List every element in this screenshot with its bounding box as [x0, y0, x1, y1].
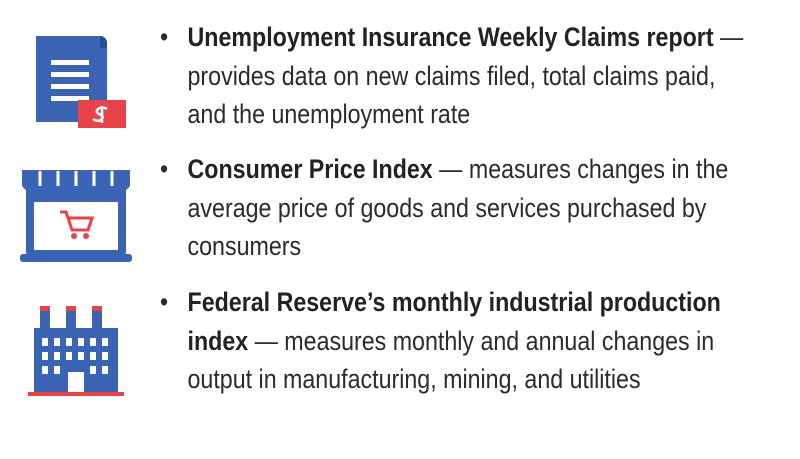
list-item: • Unemployment Insurance Weekly Claims r… — [160, 18, 762, 134]
item-description: — measures changes in the average price … — [187, 154, 729, 261]
item-title: Unemployment Insurance Weekly Claims rep… — [187, 22, 714, 52]
bullet: • — [160, 287, 169, 317]
list-item: • Consumer Price Index — measures change… — [160, 150, 762, 266]
item-title: Consumer Price Index — [187, 154, 433, 184]
bullet: • — [160, 22, 169, 52]
item-text: Unemployment Insurance Weekly Claims rep… — [188, 18, 756, 134]
item-description: — measures monthly and annual changes in… — [187, 325, 715, 395]
store-icon — [20, 170, 132, 262]
list-item: • Federal Reserve’s monthly industrial p… — [160, 283, 762, 399]
item-text: Consumer Price Index — measures changes … — [188, 150, 756, 266]
bullet: • — [160, 154, 169, 184]
item-text: Federal Reserve’s monthly industrial pro… — [188, 283, 756, 399]
item-description: — provides data on new claims filed, tot… — [187, 22, 744, 129]
factory-icon — [28, 306, 124, 396]
report-icon — [36, 36, 126, 128]
item-title: Federal Reserve’s monthly industrial pro… — [187, 287, 721, 356]
